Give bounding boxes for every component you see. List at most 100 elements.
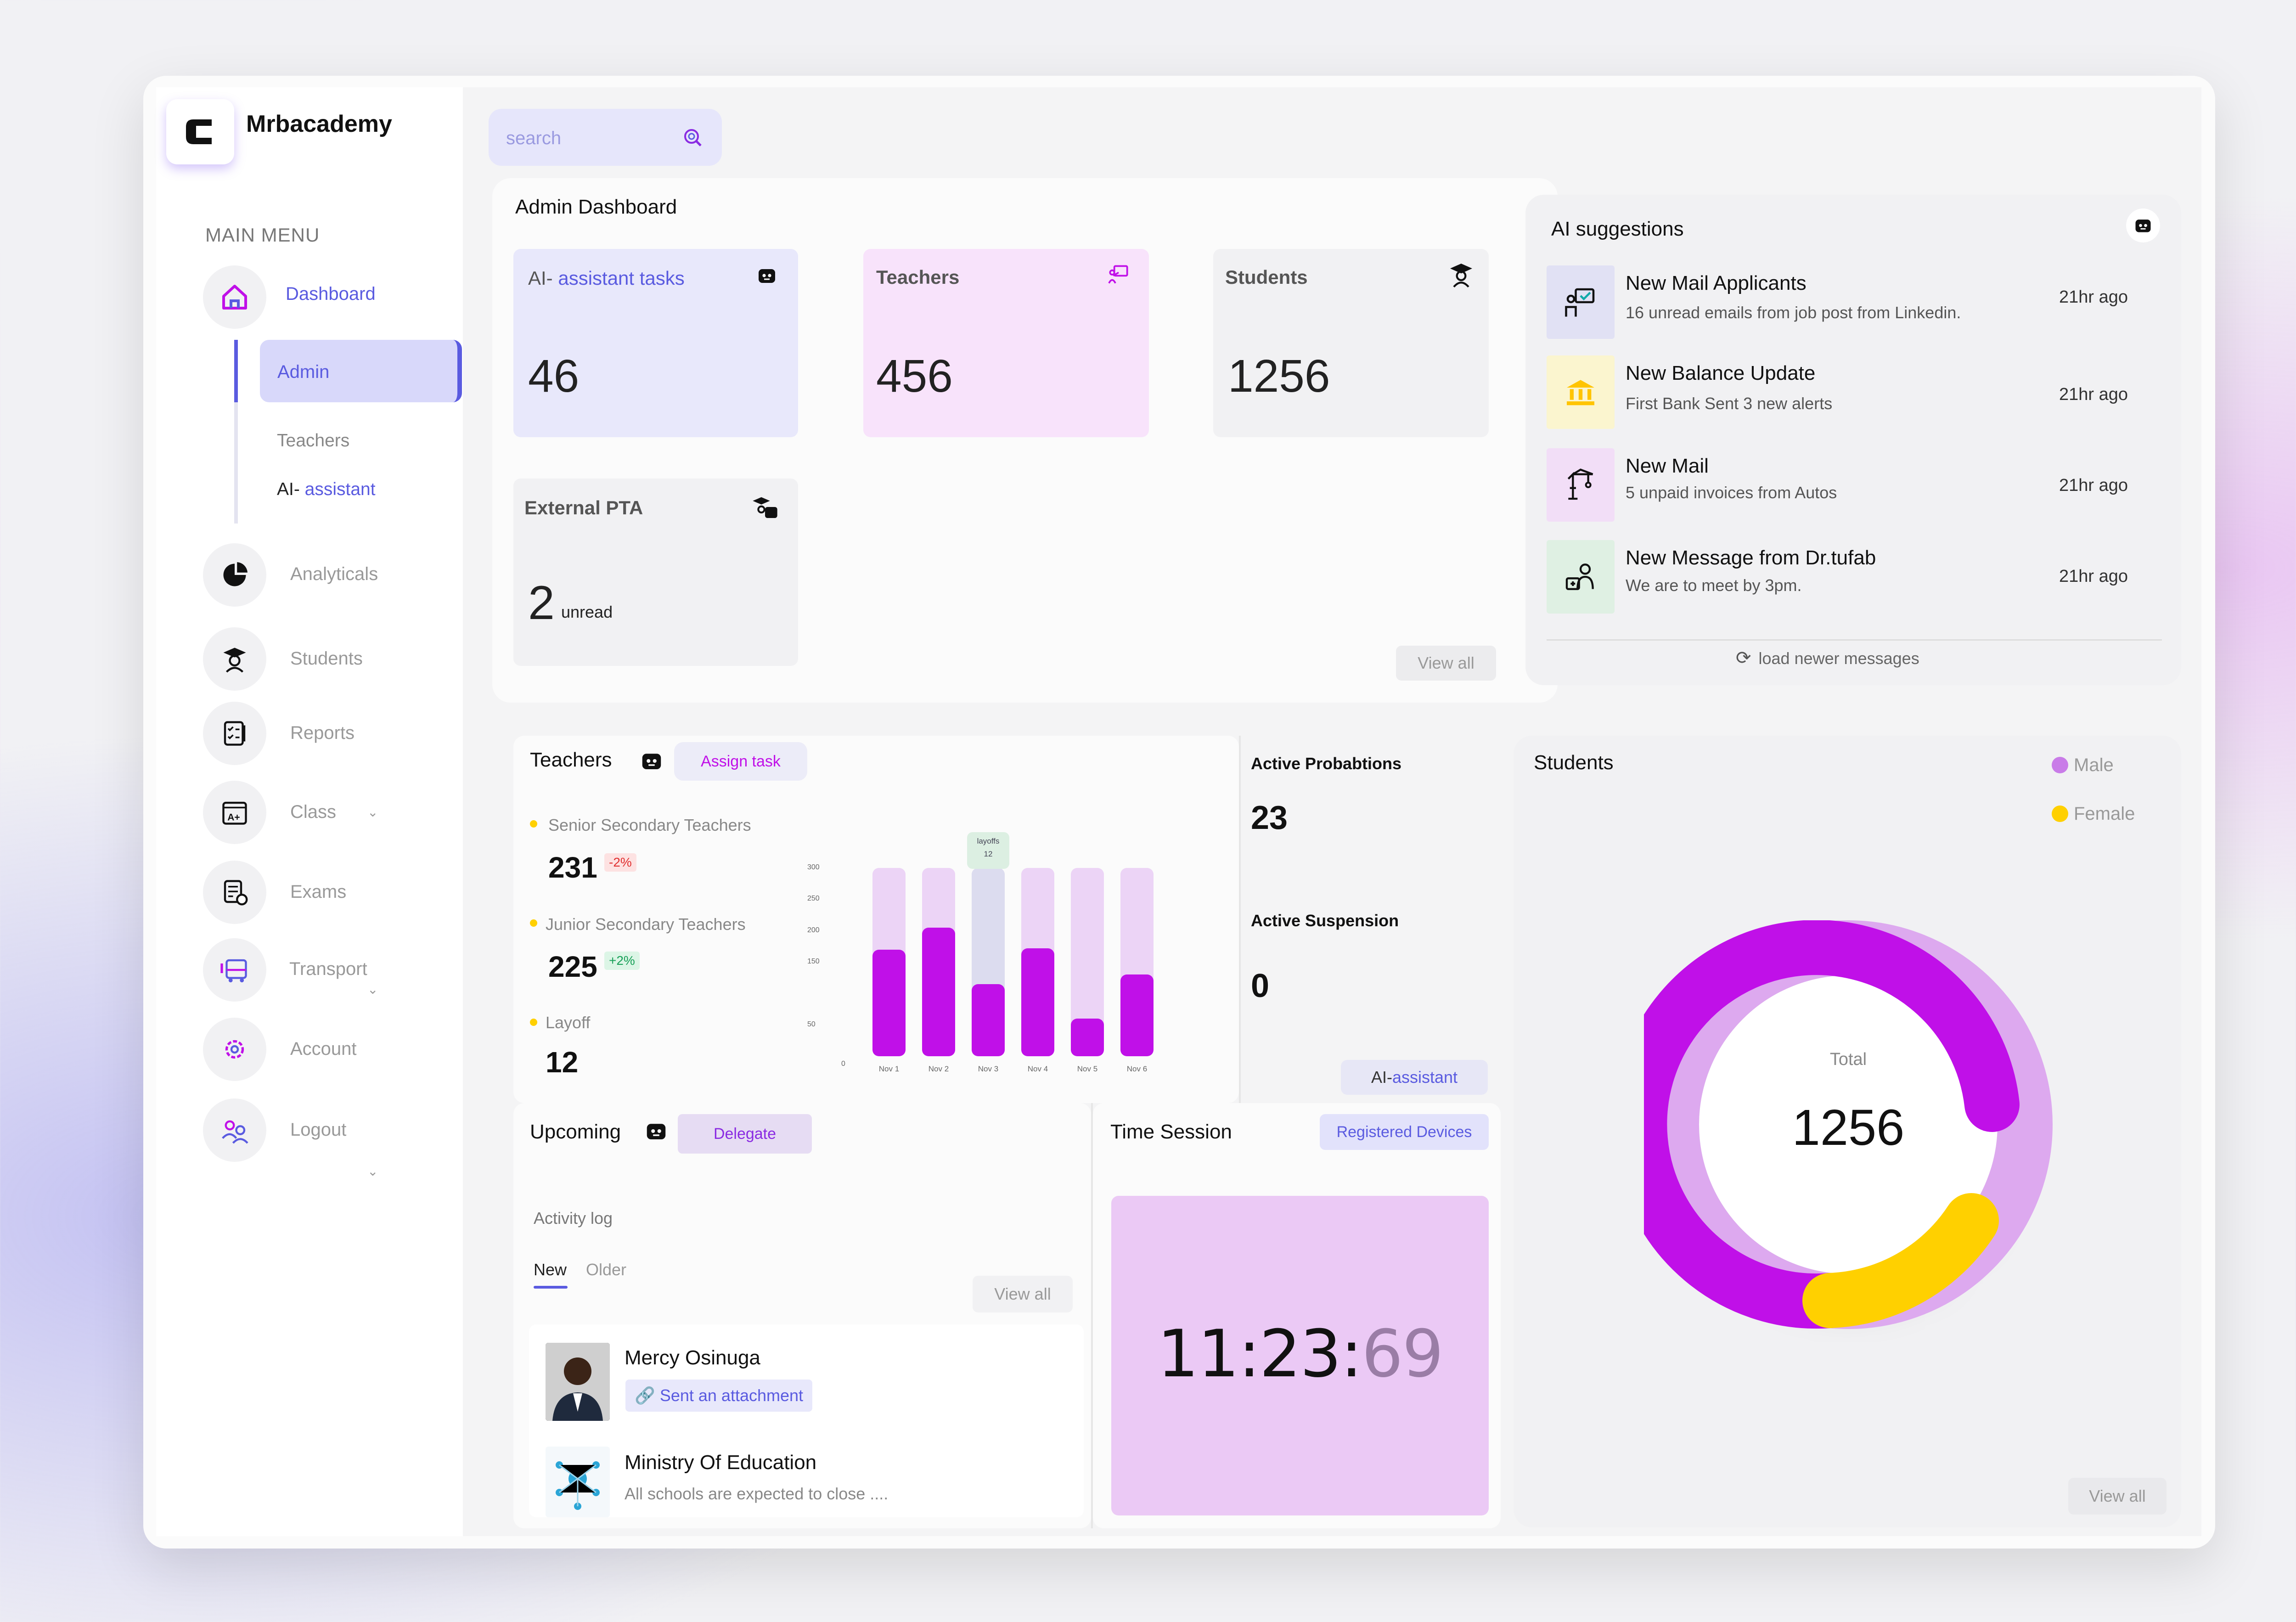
sub-item-admin-label: Admin xyxy=(277,362,330,382)
students-view-all-button[interactable]: View all xyxy=(2068,1478,2167,1515)
submenu-rail-active xyxy=(234,340,238,402)
donut-total-label: Total xyxy=(1829,1050,1867,1069)
bus-icon[interactable] xyxy=(203,938,266,1002)
attachment-chip[interactable]: 🔗 Sent an attachment xyxy=(625,1380,813,1412)
activity-list xyxy=(529,1324,1084,1517)
chevron-down-icon[interactable]: ⌄ xyxy=(367,982,378,997)
timer-readout: 11:23:69 xyxy=(1111,1316,1489,1392)
y-tick-label: 200 xyxy=(807,926,820,934)
exams-icon[interactable] xyxy=(203,861,266,924)
robot-icon xyxy=(647,1124,666,1139)
ministry-logo[interactable] xyxy=(546,1447,610,1517)
timer-main: 11:23: xyxy=(1157,1316,1362,1392)
suggestion-item[interactable] xyxy=(1547,355,1615,429)
sub-item-teachers[interactable]: Teachers xyxy=(277,431,350,451)
avatar[interactable] xyxy=(546,1343,610,1421)
home-icon[interactable] xyxy=(203,265,266,329)
suggestion-time: 21hr ago xyxy=(2059,476,2128,495)
nav-class[interactable]: Class xyxy=(290,802,337,822)
sub-item-ai-prefix: AI- xyxy=(277,479,305,499)
card-teachers[interactable]: Teachers 456 xyxy=(863,249,1149,437)
active-suspension-label: Active Suspension xyxy=(1251,911,1399,930)
search-input[interactable]: search xyxy=(506,128,562,148)
ai-btn-suffix: assistant xyxy=(1392,1068,1458,1087)
activity-subtitle: All schools are expected to close .... xyxy=(625,1484,889,1503)
sub-item-admin[interactable]: Admin xyxy=(260,340,462,402)
brand-name: Mrbacademy xyxy=(246,111,392,137)
donut-segment-female xyxy=(1802,1193,1999,1328)
bar[interactable] xyxy=(972,984,1005,1056)
divider xyxy=(1091,1103,1093,1528)
pie-chart-icon[interactable] xyxy=(203,543,266,607)
bar[interactable] xyxy=(1120,974,1154,1056)
class-grade-icon[interactable]: A+ xyxy=(203,781,266,844)
x-tick-label: Nov 4 xyxy=(1027,1064,1048,1073)
nav-logout[interactable]: Logout xyxy=(290,1120,347,1140)
layoffs-annotation: layoffs 12 xyxy=(967,832,1009,869)
bar[interactable] xyxy=(922,927,955,1056)
donut-total-value: 1256 xyxy=(1792,1099,1905,1156)
card-teachers-title: Teachers xyxy=(876,266,960,288)
upcoming-title: Upcoming xyxy=(530,1121,621,1143)
active-probation-value: 23 xyxy=(1251,800,1288,836)
card-students[interactable]: Students 1256 xyxy=(1213,249,1489,437)
suggestion-item[interactable] xyxy=(1547,448,1615,522)
suggestion-title: New Mail Applicants xyxy=(1626,272,1806,294)
suggestion-item[interactable] xyxy=(1547,540,1615,614)
ai-btn-prefix: AI- xyxy=(1371,1068,1392,1087)
chevron-down-icon[interactable]: ⌄ xyxy=(367,805,378,819)
suggestion-title: New Mail xyxy=(1626,455,1709,477)
tab-older[interactable]: Older xyxy=(586,1260,627,1279)
sub-item-ai-assistant[interactable]: AI- assistant xyxy=(277,479,376,500)
activity-name: Mercy Osinuga xyxy=(625,1346,760,1369)
divider xyxy=(1239,736,1241,1103)
nav-transport[interactable]: Transport xyxy=(289,959,367,979)
card-ai-tasks-title: AI- assistant tasks xyxy=(528,267,685,289)
card-external-pta[interactable]: External PTA 2 unread xyxy=(513,479,798,666)
reports-icon[interactable] xyxy=(203,702,266,765)
bar[interactable] xyxy=(872,949,906,1056)
divider xyxy=(1547,639,2162,641)
load-newer-messages-button[interactable]: ⟳ load newer messages xyxy=(1736,648,1919,669)
suggestion-subtitle: We are to meet by 3pm. xyxy=(1626,576,1802,595)
y-tick-label: 150 xyxy=(807,957,820,965)
chevron-down-icon[interactable]: ⌄ xyxy=(367,1164,378,1178)
card-pta-unit: unread xyxy=(561,603,613,621)
y-tick-label: 0 xyxy=(841,1060,845,1068)
upcoming-view-all-button[interactable]: View all xyxy=(973,1276,1073,1312)
tab-new[interactable]: New xyxy=(534,1260,567,1279)
bar[interactable] xyxy=(1021,948,1054,1056)
logout-users-icon[interactable] xyxy=(203,1098,266,1162)
card-ai-tasks[interactable]: AI- assistant tasks 46 xyxy=(513,249,798,437)
main-menu-title: MAIN MENU xyxy=(205,224,320,246)
nav-exams[interactable]: Exams xyxy=(290,882,347,902)
nav-analyticals[interactable]: Analyticals xyxy=(290,564,378,584)
robot-icon[interactable] xyxy=(2126,208,2160,242)
suggestion-time: 21hr ago xyxy=(2059,567,2128,586)
card-pta-value: 2 xyxy=(528,576,555,630)
gear-icon[interactable] xyxy=(203,1018,266,1081)
assign-task-button[interactable]: Assign task xyxy=(674,742,807,781)
active-suspension-value: 0 xyxy=(1251,968,1270,1004)
ai-assistant-button[interactable]: AI- assistant xyxy=(1341,1060,1488,1095)
search-icon[interactable] xyxy=(681,126,703,148)
load-newer-label: load newer messages xyxy=(1758,649,1919,668)
nav-account[interactable]: Account xyxy=(290,1039,357,1059)
nav-students[interactable]: Students xyxy=(290,648,363,669)
senior-teachers-value: 231 xyxy=(548,851,597,884)
nav-dashboard[interactable]: Dashboard xyxy=(286,284,376,304)
brand-logo[interactable] xyxy=(166,99,234,164)
robot-icon xyxy=(759,269,775,283)
suggestion-item[interactable] xyxy=(1547,265,1615,339)
student-graduate-icon[interactable] xyxy=(203,627,266,691)
suggestion-time: 21hr ago xyxy=(2059,385,2128,404)
timer-seconds: 69 xyxy=(1362,1316,1444,1392)
teacher-presentation-icon xyxy=(1547,265,1615,339)
registered-devices-button[interactable]: Registered Devices xyxy=(1320,1114,1489,1150)
delegate-button[interactable]: Delegate xyxy=(678,1114,812,1154)
bar[interactable] xyxy=(1071,1019,1104,1056)
nav-reports[interactable]: Reports xyxy=(290,723,355,743)
y-tick-label: 300 xyxy=(807,863,820,871)
admin-view-all-button[interactable]: View all xyxy=(1396,646,1496,681)
search-bar[interactable]: search xyxy=(489,109,722,166)
